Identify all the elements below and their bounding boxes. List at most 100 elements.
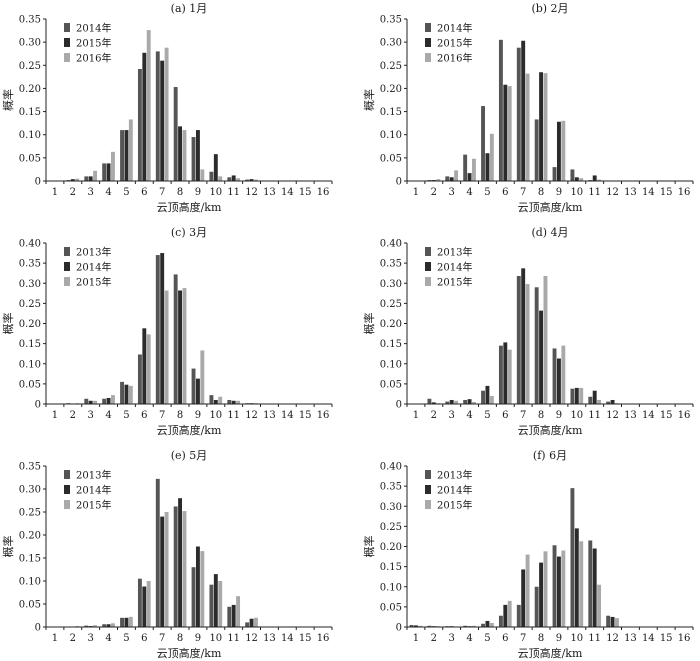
bar-2014年-10: [213, 574, 218, 627]
bar-2015年-12: [254, 617, 258, 627]
panel-title: (f) 6月: [533, 449, 567, 462]
bar-2015年-6: [146, 581, 151, 627]
bar-2014年-8: [178, 498, 183, 627]
x-tick-label: 11: [588, 633, 601, 644]
y-axis-label: 概率: [362, 536, 376, 558]
legend-label: 2015年: [437, 37, 472, 50]
x-tick-label: 12: [606, 187, 619, 198]
x-tick-label: 14: [281, 633, 294, 644]
bar-2016年-11: [236, 178, 241, 181]
x-tick-label: 3: [88, 633, 94, 644]
x-tick-label: 11: [588, 410, 601, 421]
bar-2014年-8: [539, 562, 544, 627]
bar-2013年-10: [570, 388, 575, 404]
bar-2015年-10: [579, 387, 584, 404]
legend-label: 2014年: [76, 22, 111, 35]
bar-2015年-7: [525, 284, 530, 404]
x-tick-label: 2: [431, 187, 437, 198]
x-tick-label: 11: [227, 633, 240, 644]
bar-2015年-7: [164, 290, 169, 404]
x-tick-label: 13: [263, 410, 276, 421]
legend-label: 2014年: [76, 484, 111, 497]
y-tick-label: 0.35: [19, 462, 41, 473]
x-tick-label: 12: [606, 633, 619, 644]
bar-2014年-3: [88, 400, 93, 404]
y-tick-label: 0.20: [19, 84, 41, 95]
bar-2016年-5: [489, 133, 494, 181]
x-tick-label: 8: [177, 410, 183, 421]
y-tick-label: 0.35: [19, 15, 41, 26]
bar-2015年-3: [88, 176, 93, 181]
bar-2015年-6: [142, 52, 147, 181]
y-tick-label: 0.25: [19, 61, 41, 72]
bar-2013年-12: [245, 622, 250, 627]
bar-2014年-6: [503, 604, 508, 627]
bar-2014年-9: [552, 167, 557, 181]
x-tick-label: 12: [245, 410, 258, 421]
x-tick-label: 14: [281, 410, 294, 421]
legend-label: 2014年: [437, 484, 472, 497]
bar-2016年-9: [200, 169, 205, 181]
bar-2014年-10: [570, 169, 575, 181]
y-tick-label: 0.40: [380, 239, 402, 250]
x-tick-label: 11: [588, 187, 601, 198]
bar-2014年-12: [245, 179, 250, 181]
x-tick-label: 1: [52, 633, 58, 644]
x-tick-label: 6: [141, 187, 147, 198]
x-tick-label: 10: [570, 187, 583, 198]
bar-2015年-8: [543, 276, 548, 404]
panel-title: (d) 4月: [531, 226, 568, 239]
x-tick-label: 5: [484, 633, 490, 644]
x-tick-label: 14: [642, 633, 655, 644]
legend-label: 2015年: [76, 499, 111, 512]
bar-2013年-12: [606, 401, 611, 404]
y-tick-label: 0: [396, 177, 402, 188]
y-tick-label: 0.20: [380, 542, 402, 553]
y-axis-label: 概率: [1, 536, 15, 558]
bar-2015年-5: [128, 616, 133, 627]
x-tick-label: 12: [245, 633, 258, 644]
y-tick-label: 0.30: [19, 485, 41, 496]
y-tick-label: 0.20: [19, 319, 41, 330]
x-tick-label: 5: [123, 633, 129, 644]
bar-2014年-5: [124, 617, 129, 627]
bar-2013年-5: [120, 617, 124, 627]
y-tick-label: 0.15: [19, 339, 41, 350]
bar-2013年-6: [498, 615, 503, 627]
bar-2013年-11: [227, 606, 232, 627]
y-tick-label: 0.30: [380, 38, 402, 49]
x-tick-label: 13: [624, 187, 637, 198]
bar-2015年-9: [561, 345, 566, 404]
x-tick-label: 9: [195, 410, 201, 421]
bar-2013年-4: [102, 624, 107, 627]
x-tick-label: 16: [317, 410, 330, 421]
bar-2015年-3: [93, 400, 98, 404]
y-tick-label: 0.15: [19, 554, 41, 565]
x-tick-label: 6: [141, 410, 147, 421]
x-tick-label: 13: [624, 410, 637, 421]
bar-2014年-2: [431, 402, 436, 404]
x-tick-label: 8: [538, 187, 544, 198]
x-tick-label: 7: [159, 633, 165, 644]
y-tick-label: 0.35: [19, 259, 41, 270]
bar-2013年-3: [84, 625, 89, 627]
x-tick-label: 2: [431, 410, 437, 421]
bar-2014年-9: [195, 378, 200, 404]
y-tick-label: 0.25: [19, 299, 41, 310]
x-tick-label: 10: [209, 187, 222, 198]
bar-2015年-10: [218, 581, 223, 627]
x-tick-label: 6: [502, 633, 508, 644]
legend-swatch: [64, 470, 70, 479]
y-tick-label: 0.10: [380, 359, 402, 370]
bar-2014年-12: [610, 399, 615, 404]
bar-2013年-9: [191, 368, 196, 404]
bar-2013年-8: [534, 586, 539, 627]
bar-2013年-11: [227, 399, 232, 404]
legend-swatch: [64, 247, 70, 256]
bar-2014年-7: [155, 51, 160, 182]
bar-2016年-4: [111, 151, 115, 181]
bar-2015年-8: [539, 72, 544, 181]
